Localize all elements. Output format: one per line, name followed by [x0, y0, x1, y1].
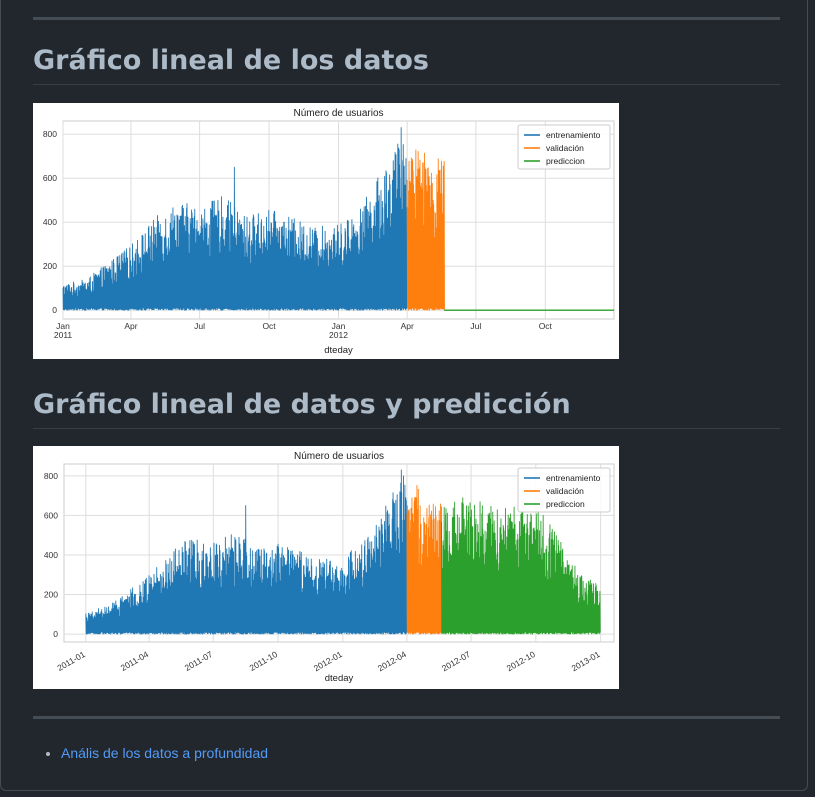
- legend: entrenamiento validación prediccion: [517, 467, 611, 513]
- legend-box: [517, 467, 611, 513]
- y-tick-label: 800: [44, 471, 58, 481]
- section-heading-line-chart: Gráfico lineal de los datos: [33, 44, 780, 85]
- x-axis-label: dteday: [324, 345, 353, 356]
- x-tick-label: 2012-07: [440, 649, 472, 673]
- series-line-prediccion: [441, 497, 601, 635]
- x-tick-label: 2012-04: [376, 649, 408, 673]
- horizontal-rule-bottom: [33, 716, 780, 719]
- horizontal-rule-top: [33, 17, 780, 20]
- x-tick-label: Apr: [401, 321, 414, 331]
- x-tick-label: Jan: [56, 321, 70, 331]
- x-tick-label: Oct: [262, 321, 276, 331]
- x-axis-label: dteday: [325, 673, 354, 684]
- y-tick-label: 800: [43, 129, 57, 139]
- x-tick-label: 2011-07: [183, 649, 215, 673]
- chart-title: Número de usuarios: [294, 451, 384, 462]
- x-tick-label: Jul: [470, 321, 481, 331]
- legend-entry: entrenamiento: [546, 130, 601, 140]
- x-tick-label: 2012-01: [312, 649, 344, 673]
- series-line-validación: [406, 149, 445, 311]
- legend-entry: prediccion: [546, 499, 585, 509]
- links-list: Anális de los datos a profundidad: [33, 742, 268, 764]
- x-tick-label: Oct: [539, 321, 553, 331]
- x-tick-label: Apr: [124, 321, 137, 331]
- x-tick-label: Jan: [332, 321, 346, 331]
- legend-box: [517, 124, 611, 170]
- y-tick-label: 200: [44, 590, 58, 600]
- link-analisis-profundidad[interactable]: Anális de los datos a profundidad: [61, 745, 269, 761]
- chart2-svg: 0 200 400 600 800 2011-01 2011-04 2011-07 2011-1…: [44, 451, 615, 684]
- y-tick-label: 600: [43, 173, 57, 183]
- y-tick-label: 0: [53, 629, 58, 639]
- chart-usuarios-datos: 0 200 400 600 800 Jan 2011 Apr Jul Oct Jan 2012 Apr J…: [33, 103, 619, 359]
- section-heading-prediction-chart: Gráfico lineal de datos y predicción: [33, 388, 780, 429]
- legend-entry: prediccion: [546, 156, 585, 166]
- series-line-entrenamiento: [85, 469, 407, 635]
- y-tick-label: 200: [43, 261, 57, 271]
- y-tick-label: 0: [52, 305, 57, 315]
- legend-entry: validación: [546, 143, 584, 153]
- x-tick-label: 2013-01: [570, 649, 602, 673]
- x-tick-label: Jul: [194, 321, 205, 331]
- x-tick-sublabel: 2011: [54, 330, 73, 340]
- x-tick-label: 2012-10: [505, 649, 537, 673]
- x-tick-label: 2011-01: [55, 649, 87, 673]
- x-tick-label: 2011-04: [119, 649, 151, 673]
- y-tick-label: 600: [44, 510, 58, 520]
- legend-entry: validación: [546, 486, 584, 496]
- list-item: Anális de los datos a profundidad: [61, 742, 268, 764]
- x-tick-sublabel: 2012: [329, 330, 348, 340]
- x-tick-label: 2011-10: [248, 649, 280, 673]
- series-line-validación: [406, 485, 443, 635]
- y-tick-label: 400: [43, 217, 57, 227]
- chart-usuarios-prediccion: 0 200 400 600 800 2011-01 2011-04 2011-07 2011-1…: [33, 446, 619, 689]
- series-line-entrenamiento: [62, 127, 408, 311]
- chart-title: Número de usuarios: [293, 108, 383, 119]
- y-tick-label: 400: [44, 550, 58, 560]
- legend-entry: entrenamiento: [546, 473, 601, 483]
- legend: entrenamiento validación prediccion: [517, 124, 611, 170]
